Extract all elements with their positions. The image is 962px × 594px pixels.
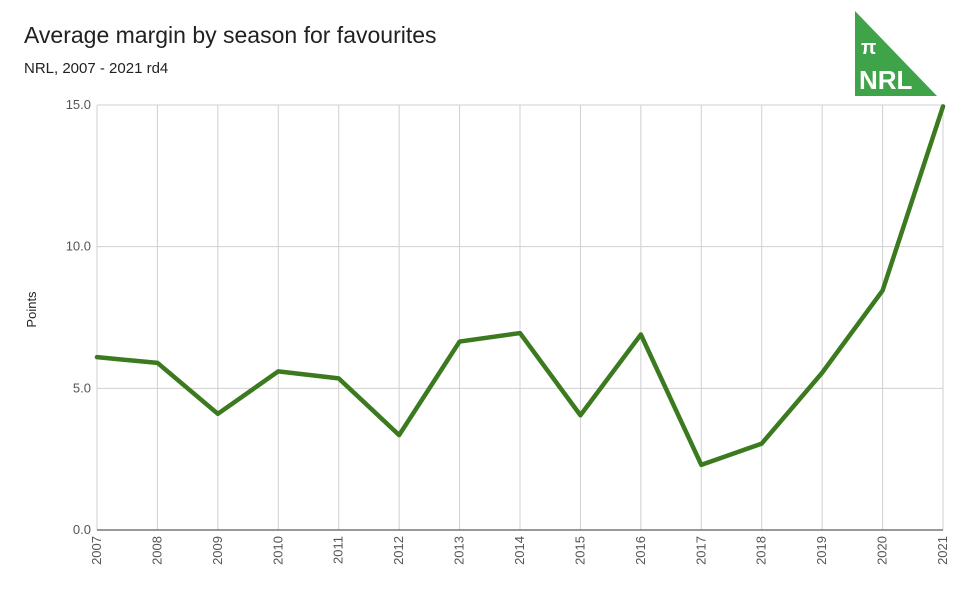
x-tick-label: 2008: [149, 536, 164, 565]
grid: [96, 104, 944, 530]
logo-triangle: [855, 11, 937, 96]
y-tick-label: 0.0: [73, 522, 91, 537]
x-tick-label: 2012: [391, 536, 406, 565]
x-tick-labels: 2007 2008 2009 2010 2011 2012 2013 2014 2015 2016…: [89, 536, 950, 565]
x-tick-label: 2015: [572, 536, 587, 565]
logo: π NRL: [855, 11, 937, 96]
logo-pi-symbol: π: [861, 37, 876, 59]
y-tick-labels: 0.0 5.0 10.0 15.0: [66, 97, 91, 537]
x-tick-label: 2011: [331, 536, 346, 564]
x-tick-label: 2007: [89, 536, 104, 565]
x-tick-label: 2010: [270, 536, 285, 565]
x-tick-label: 2014: [512, 536, 527, 565]
y-tick-label: 10.0: [66, 239, 91, 254]
series-line: [94, 104, 946, 468]
x-tick-label: 2019: [814, 536, 829, 565]
series-group: [94, 104, 946, 468]
logo-text: NRL: [859, 65, 913, 95]
x-tick-label: 2013: [452, 536, 467, 565]
x-tick-label: 2020: [875, 536, 890, 565]
y-tick-label: 5.0: [73, 380, 91, 395]
x-tick-label: 2021: [935, 536, 950, 565]
x-tick-label: 2016: [633, 536, 648, 565]
chart-subtitle: NRL, 2007 - 2021 rd4: [24, 60, 169, 77]
x-tick-label: 2009: [210, 536, 225, 565]
y-tick-label: 15.0: [66, 97, 91, 112]
chart-title: Average margin by season for favourites: [24, 22, 437, 48]
x-tick-label: 2017: [693, 536, 708, 565]
y-axis-label: Points: [24, 291, 39, 328]
x-tick-label: 2018: [754, 536, 769, 565]
